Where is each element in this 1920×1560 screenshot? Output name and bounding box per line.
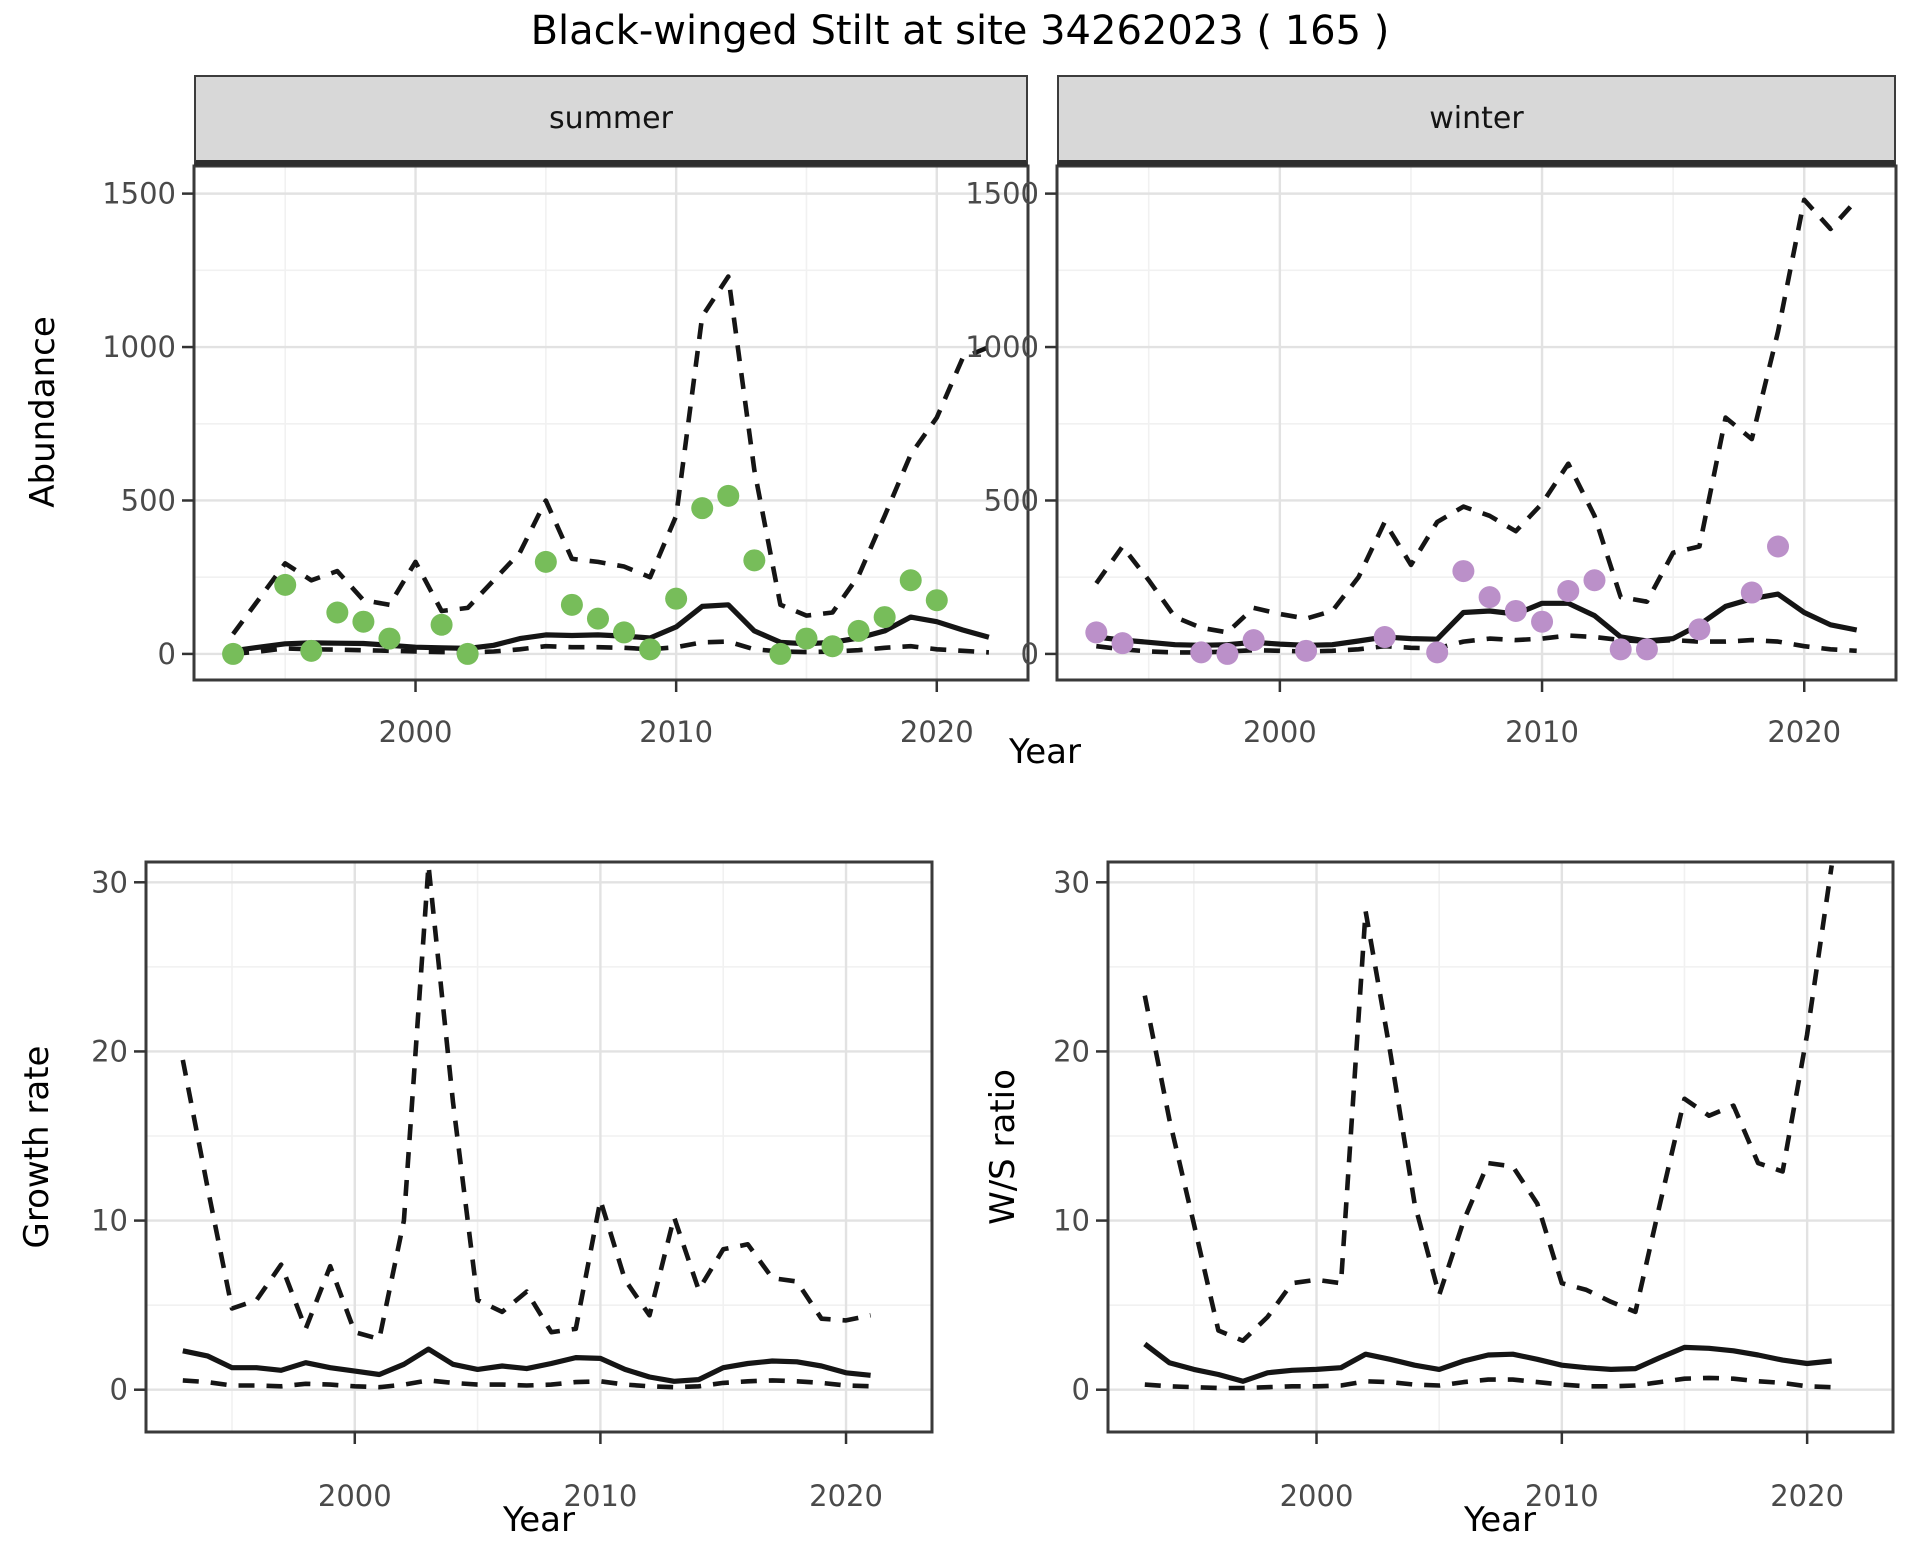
y-tick-label: 1500 xyxy=(965,177,1039,211)
observed_counts_winter-point xyxy=(1609,638,1632,661)
y-tick-label: 20 xyxy=(91,1034,128,1068)
growth-rate-lower_credible_interval-line xyxy=(182,1378,871,1390)
abundance-summer-panel-border xyxy=(192,164,1030,682)
observed_counts_winter-point xyxy=(1242,629,1265,652)
observed_counts_winter-point xyxy=(1426,641,1449,664)
growth-rate-panel-border xyxy=(144,860,934,1434)
observed_counts_winter-point xyxy=(1452,560,1475,583)
observed_counts_summer-point xyxy=(795,627,818,650)
observed_counts_winter-point xyxy=(1767,535,1790,558)
winter-summer-ratio-median_ws_ratio-line xyxy=(1143,1341,1832,1384)
x-tick-label: 2010 xyxy=(1525,1479,1599,1513)
y-tick-label: 10 xyxy=(1053,1204,1090,1238)
y-tick-label: 0 xyxy=(158,637,176,671)
observed_counts_winter-point xyxy=(1478,586,1501,609)
facet-strip-winter: winter xyxy=(1057,75,1896,166)
x-axis-title-year-growth: Year xyxy=(503,1500,575,1540)
facet-strip-winter-label: winter xyxy=(1429,101,1524,136)
x-tick-label: 2010 xyxy=(639,715,713,749)
observed_counts_summer-point xyxy=(665,587,688,610)
x-tick-label: 2000 xyxy=(1280,1479,1354,1513)
x-tick-label: 2020 xyxy=(1767,715,1841,749)
winter-summer-ratio-panel-border xyxy=(1106,860,1895,1434)
y-axis-title-ws-ratio: W/S ratio xyxy=(983,1069,1023,1225)
observed_counts_winter-point xyxy=(1688,618,1711,641)
observed_counts_winter-point xyxy=(1504,599,1527,622)
observed_counts_summer-point xyxy=(534,550,557,573)
y-tick-label: 1500 xyxy=(102,177,176,211)
observed_counts_winter-point xyxy=(1190,641,1213,664)
x-tick-label: 2010 xyxy=(564,1479,638,1513)
observed_counts_summer-point xyxy=(639,638,662,661)
observed_counts_summer-point xyxy=(613,621,636,644)
observed_counts_summer-point xyxy=(352,610,375,633)
y-axis-title-abundance: Abundance xyxy=(23,316,63,508)
x-axis-title-year-top: Year xyxy=(1009,732,1081,772)
observed_counts_summer-point xyxy=(430,613,453,636)
observed_counts_summer-point xyxy=(717,484,740,507)
observed_counts_summer-point xyxy=(691,497,714,520)
abundance-winter-upper_credible_interval-line xyxy=(1094,197,1859,635)
y-tick-label: 1000 xyxy=(965,330,1039,364)
x-tick-label: 2020 xyxy=(900,715,974,749)
observed_counts_summer-point xyxy=(586,607,609,630)
chart-title: Black-winged Stilt at site 34262023 ( 16… xyxy=(530,8,1390,54)
x-tick-label: 2020 xyxy=(809,1479,883,1513)
abundance-winter-panel-border xyxy=(1055,164,1898,682)
y-tick-label: 30 xyxy=(91,865,128,899)
y-tick-label: 500 xyxy=(121,483,176,517)
x-tick-label: 2000 xyxy=(318,1479,392,1513)
observed_counts_summer-point xyxy=(222,642,245,665)
y-tick-label: 0 xyxy=(1021,637,1039,671)
observed_counts_summer-point xyxy=(847,619,870,642)
y-axis-title-growth-rate: Growth rate xyxy=(17,1045,57,1249)
winter-summer-ratio-lower_credible_interval-line xyxy=(1144,1375,1832,1391)
y-tick-label: 1000 xyxy=(102,330,176,364)
observed_counts_winter-point xyxy=(1373,626,1396,649)
abundance-summer-lower_credible_interval-line xyxy=(232,639,990,657)
y-tick-label: 0 xyxy=(1072,1373,1090,1407)
facet-strip-summer: summer xyxy=(194,75,1028,166)
y-tick-label: 500 xyxy=(984,483,1039,517)
y-tick-label: 0 xyxy=(110,1373,128,1407)
observed_counts_winter-point xyxy=(1216,642,1239,665)
x-tick-label: 2010 xyxy=(1505,715,1579,749)
observed_counts_winter-point xyxy=(1085,621,1108,644)
observed_counts_summer-point xyxy=(743,549,766,572)
observed_counts_summer-point xyxy=(274,573,297,596)
observed_counts_winter-point xyxy=(1531,610,1554,633)
observed_counts_winter-point xyxy=(1111,632,1134,655)
observed_counts_winter-point xyxy=(1740,581,1763,604)
observed_counts_summer-point xyxy=(821,635,844,658)
observed_counts_summer-point xyxy=(873,606,896,629)
observed_counts_winter-point xyxy=(1583,569,1606,592)
winter-summer-ratio-upper_credible_interval-line xyxy=(1142,865,1834,1343)
x-tick-label: 2020 xyxy=(1770,1479,1844,1513)
observed_counts_summer-point xyxy=(925,589,948,612)
observed_counts_summer-point xyxy=(560,593,583,616)
growth-rate-median_growth_rate-line xyxy=(182,1346,871,1384)
observed_counts_winter-point xyxy=(1557,580,1580,603)
x-tick-label: 2000 xyxy=(379,715,453,749)
observed_counts_summer-point xyxy=(300,639,323,662)
observed_counts_summer-point xyxy=(378,627,401,650)
abundance-summer-upper_credible_interval-line xyxy=(231,274,990,636)
x-tick-label: 2000 xyxy=(1243,715,1317,749)
growth-rate-panel-background xyxy=(146,862,932,1432)
observed_counts_summer-point xyxy=(899,569,922,592)
y-tick-label: 20 xyxy=(1053,1034,1090,1068)
observed_counts_summer-point xyxy=(456,642,479,665)
growth-rate-upper_credible_interval-line xyxy=(180,863,872,1342)
observed_counts_summer-point xyxy=(326,601,349,624)
y-tick-label: 30 xyxy=(1053,865,1090,899)
x-axis-title-year-ws: Year xyxy=(1464,1500,1536,1540)
observed_counts_winter-point xyxy=(1635,638,1658,661)
y-tick-label: 10 xyxy=(91,1204,128,1238)
facet-strip-summer-label: summer xyxy=(549,101,673,136)
winter-summer-ratio-panel-background xyxy=(1108,862,1893,1432)
observed_counts_winter-point xyxy=(1295,639,1318,662)
observed_counts_summer-point xyxy=(769,642,792,665)
